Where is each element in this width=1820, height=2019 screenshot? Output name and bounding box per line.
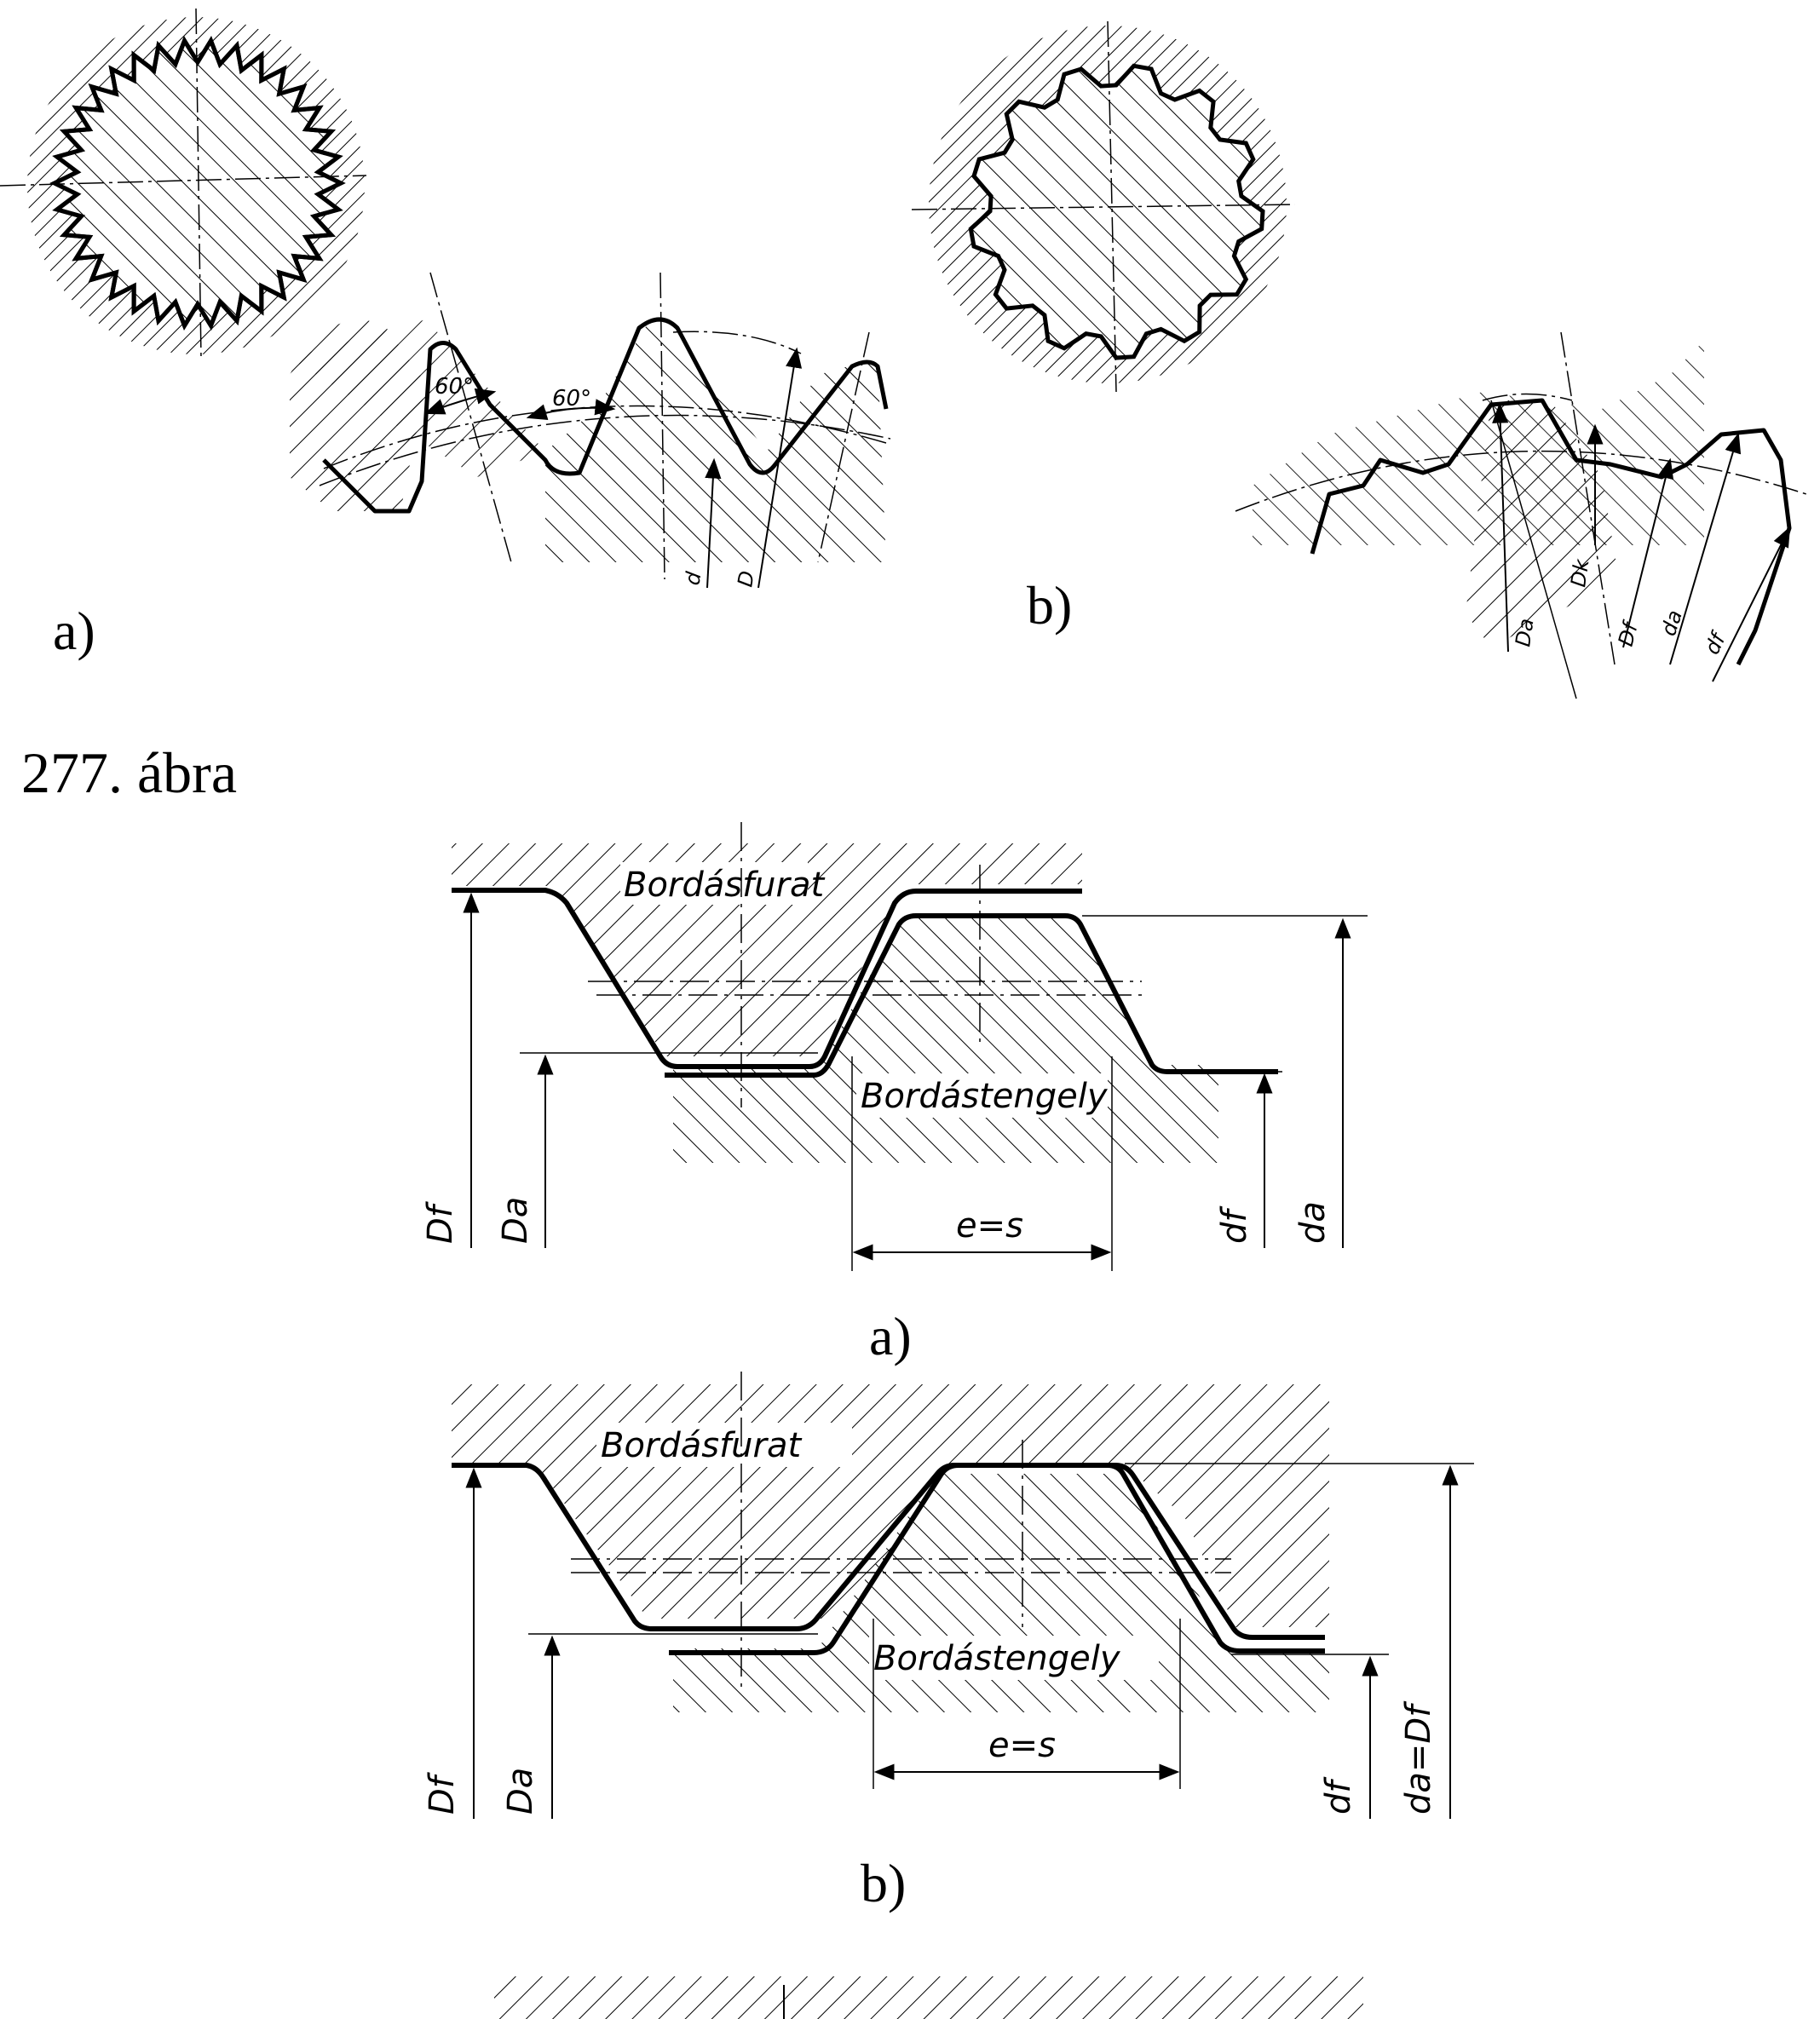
fig277a-dim-D-label: D [733,569,759,589]
fig277b-dim-Dk-label: Dk [1566,557,1593,589]
fig278b-panel-label: b) [861,1853,906,1913]
fig278a-dim-Da-label: Da [496,1197,535,1244]
fig278a-width-label: e=s [956,1206,1023,1245]
fig277a-section-circle [0,8,367,359]
fig277b-tooth-profile: Da Dk Df da df [1235,331,1807,699]
fig278a-shaft-label: Bordástengely [861,1077,1109,1116]
fig277a-serration-group: 60° 60° d D a) [0,8,891,661]
fig278b-dim-da-eq-label: da=Df [1399,1700,1438,1815]
fig278b-dim-df-label: df [1319,1776,1358,1815]
fig277a-angle-left-label: 60° [435,374,474,400]
fig277a-panel-label: a) [53,601,95,661]
fig278c-partial [494,1976,1363,2019]
fig278b-dim-Da-label: Da [501,1768,540,1815]
fig278b-hub-label: Bordásfurat [601,1426,802,1465]
fig277b-panel-label: b) [1027,575,1072,636]
fig277b-spline-group: Da Dk Df da df b) [911,20,1807,699]
fig278b-dim-Df-label: Df [423,1771,462,1815]
fig278a-panel-label: a) [869,1306,912,1366]
fig278a-hub-label: Bordásfurat [624,866,825,905]
fig277b-section-circle [911,20,1296,393]
fig278a-dim-Df-label: Df [421,1200,460,1244]
fig277a-dim-d-label: d [680,569,706,587]
fig278b-width-label: e=s [988,1726,1056,1765]
fig277b-dim-da-label: da [1656,607,1687,639]
fig277b-dim-Df-label: Df [1614,618,1644,649]
fig277a-angle-right-label: 60° [552,386,591,411]
fig278b-shaft-label: Bordástengely [873,1639,1121,1678]
fig277-caption: 277. ábra [21,740,237,805]
fig278a-dim-df-label: df [1215,1205,1254,1244]
fig278a-dim-da-label: da [1293,1201,1333,1244]
fig277b-dim-Da-label: Da [1511,617,1538,648]
fig278b-diagram: Bordásfurat Bordástengely e=s Df Da df d… [423,1372,1474,1913]
fig278a-diagram: Bordásfurat Bordástengely e=s Df Da df d… [421,822,1368,1366]
fig277a-tooth-profile: 60° 60° d D [290,272,891,589]
